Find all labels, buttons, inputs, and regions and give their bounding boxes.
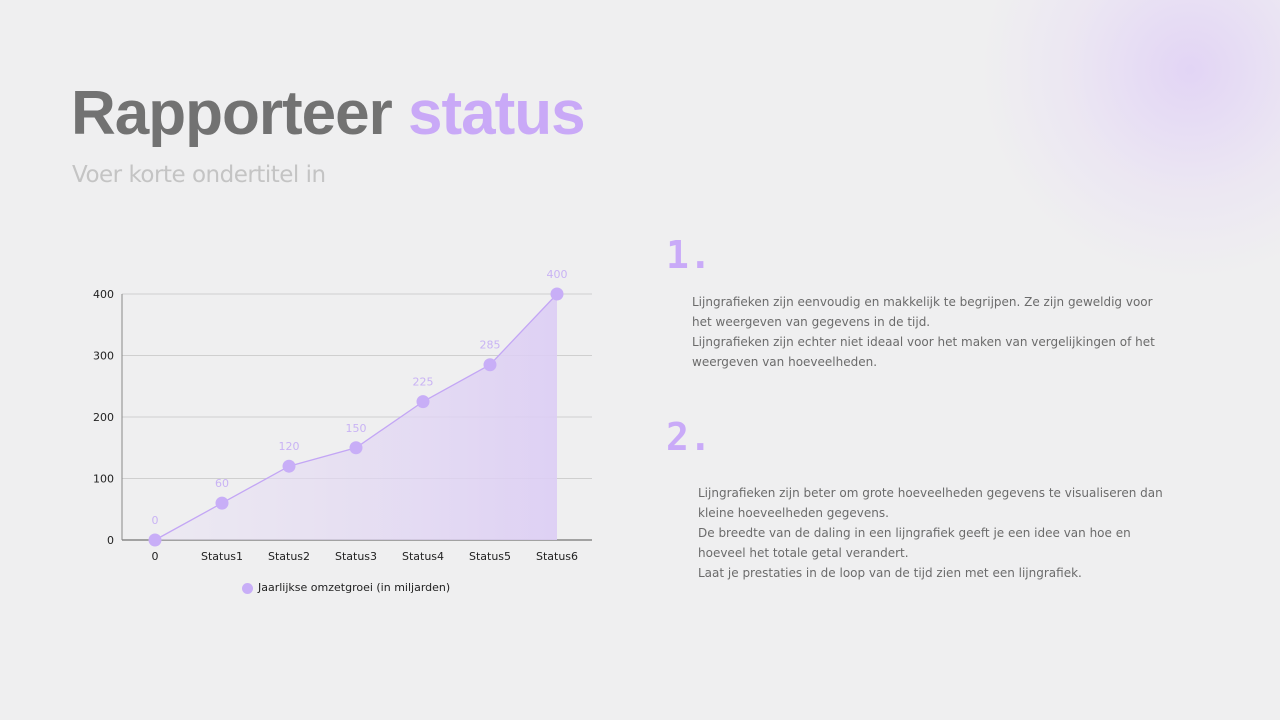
chart-legend: Jaarlijkse omzetgroei (in miljarden)	[242, 580, 450, 594]
x-tick-label: 0	[152, 550, 159, 563]
page-subtitle: Voer korte ondertitel in	[72, 162, 326, 188]
title-accent: status	[407, 79, 586, 148]
y-tick-label: 0	[107, 534, 114, 547]
data-label: 225	[413, 376, 434, 389]
section-1-line: Lijngrafieken zijn eenvoudig en makkelij…	[692, 295, 1153, 329]
section-1-line: Lijngrafieken zijn echter niet ideaal vo…	[692, 335, 1155, 369]
y-tick-label: 100	[93, 473, 114, 486]
legend-label: Jaarlijkse omzetgroei (in miljarden)	[258, 580, 451, 594]
y-tick-label: 200	[93, 411, 114, 424]
data-label: 150	[346, 422, 367, 435]
x-tick-label: Status5	[469, 550, 511, 563]
x-tick-label: Status4	[402, 550, 444, 563]
data-point[interactable]	[349, 441, 363, 455]
data-label: 285	[480, 339, 501, 352]
data-label: 400	[547, 268, 568, 281]
data-point[interactable]	[416, 395, 430, 409]
page-title: Rapporteer status	[71, 78, 586, 149]
x-tick-label: Status3	[335, 550, 377, 563]
y-tick-label: 400	[93, 288, 114, 301]
section-2-line: Lijngrafieken zijn beter om grote hoevee…	[698, 486, 1163, 520]
data-label: 60	[215, 477, 229, 490]
area-fill	[155, 294, 557, 540]
section-number-1: 1.	[666, 233, 712, 277]
chart-canvas: 0 100 200 300 400 0 0 60 Status1 120 Status2 150 Sta…	[93, 268, 592, 563]
background-glow	[980, 0, 1280, 280]
section-2-text: Lijngrafieken zijn beter om grote hoevee…	[698, 483, 1170, 583]
y-tick-label: 300	[93, 350, 114, 363]
line-chart: 0 100 200 300 400 0 0 60 Status1 120 Status2 150 Sta…	[80, 260, 610, 610]
data-label: 0	[152, 514, 159, 527]
section-1-text: Lijngrafieken zijn eenvoudig en makkelij…	[692, 292, 1162, 372]
data-point[interactable]	[215, 496, 229, 510]
title-main: Rapporteer	[71, 79, 393, 148]
data-point[interactable]	[148, 533, 162, 547]
x-tick-label: Status6	[536, 550, 578, 563]
x-tick-label: Status2	[268, 550, 310, 563]
x-tick-label: Status1	[201, 550, 243, 563]
section-number-2: 2.	[666, 415, 712, 459]
section-2-line: Laat je prestaties in de loop van de tij…	[698, 566, 1082, 580]
data-point[interactable]	[483, 358, 497, 372]
section-2-line: De breedte van de daling in een lijngraf…	[698, 526, 1131, 560]
data-point[interactable]	[550, 287, 564, 301]
legend-marker-icon	[242, 583, 253, 594]
data-label: 120	[279, 440, 300, 453]
data-point[interactable]	[282, 459, 296, 473]
